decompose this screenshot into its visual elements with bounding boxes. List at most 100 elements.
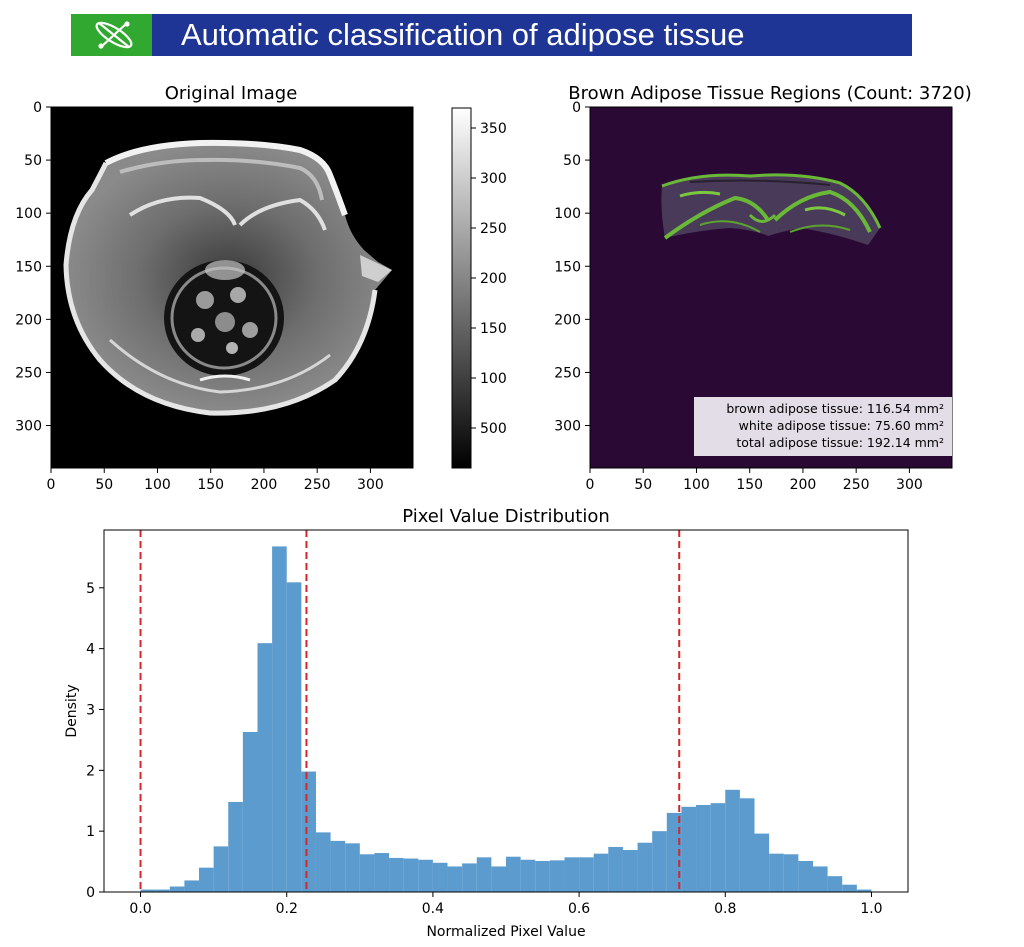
histogram-bar (286, 582, 302, 892)
regions-y-tick-label: 250 (554, 365, 581, 381)
histogram-bar (637, 842, 653, 892)
title-banner: Automatic classification of adipose tiss… (71, 14, 912, 56)
histogram-bar (666, 812, 682, 892)
regions-y-tick-label: 0 (572, 100, 581, 116)
histogram-bar (593, 853, 609, 892)
histogram-y-tick-label: 0 (86, 885, 95, 901)
page-title: Automatic classification of adipose tiss… (181, 17, 745, 52)
histogram-bar (710, 803, 726, 892)
histogram-bar (374, 853, 390, 892)
colorbar-gradient (451, 107, 472, 469)
regions-x-tick-label: 50 (634, 477, 652, 493)
histogram-bar (827, 876, 843, 892)
histogram-bar (564, 857, 580, 892)
histogram-frame (103, 529, 909, 893)
annotation-line-white: white adipose tissue: 75.60 mm² (739, 418, 944, 433)
histogram-x-tick-label: 0.4 (422, 901, 444, 917)
mri-scan-image (63, 139, 392, 416)
histogram-bar (432, 862, 448, 892)
original-y-tick-label: 200 (15, 312, 42, 328)
histogram-bar (739, 798, 755, 892)
original-image-axes: 0 50 100 150 200 250 300 0 50 100 150 200 250 300 (15, 100, 414, 493)
original-y-tick-label: 0 (33, 100, 42, 116)
segmentation-map (661, 173, 882, 245)
regions-y-tick-label: 150 (554, 259, 581, 275)
histogram-bar (579, 857, 594, 892)
histogram-bar (272, 546, 287, 892)
colorbar-tick-label: 350 (480, 121, 507, 137)
original-x-tick-label: 100 (144, 477, 171, 493)
histogram-y-tick-label: 5 (86, 581, 95, 597)
histogram-bar (301, 771, 316, 892)
histogram-bar (184, 880, 200, 892)
histogram-bar (549, 860, 565, 892)
histogram-bar (622, 850, 638, 892)
histogram-bar (140, 889, 156, 892)
original-y-tick-label: 150 (15, 259, 42, 275)
logo-badge (71, 14, 152, 56)
histogram-bar (476, 857, 492, 892)
histogram-x-tick-label: 0.8 (714, 901, 736, 917)
annotation-line-total: total adipose tissue: 192.14 mm² (736, 435, 944, 450)
histogram-bar (169, 886, 185, 892)
colorbar-tick-label: 150 (480, 321, 507, 337)
histogram-x-tick-label: 0.0 (129, 901, 151, 917)
molecule-orbit-icon (95, 21, 133, 49)
regions-x-tick-label: 150 (736, 477, 763, 493)
histogram-x-tick-label: 0.2 (276, 901, 298, 917)
histogram-bar (725, 789, 740, 892)
histogram-bar (652, 831, 667, 892)
original-x-tick-label: 200 (251, 477, 278, 493)
histogram-y-tick-label: 4 (86, 642, 95, 658)
histogram-y-tick-label: 1 (86, 824, 95, 840)
histogram-bar (856, 889, 872, 892)
original-y-tick-label: 50 (24, 153, 42, 169)
regions-y-tick-label: 50 (563, 153, 581, 169)
pixel-distribution-panel: Pixel Value Distribution 0.0 0.2 0.4 0.6 0.8… (64, 506, 909, 940)
histogram-bar (462, 863, 477, 892)
histogram-xlabel: Normalized Pixel Value (426, 924, 585, 940)
regions-x-tick-label: 250 (843, 477, 870, 493)
histogram-bar (403, 858, 419, 892)
histogram-bar (199, 867, 214, 892)
annotation-box (694, 397, 952, 456)
histogram-bar (389, 857, 404, 892)
histogram-x-tick-label: 0.6 (568, 901, 590, 917)
original-y-tick-label: 300 (15, 419, 42, 435)
original-image-title: Original Image (165, 83, 298, 104)
histogram-bar (769, 853, 784, 892)
colorbar-ticks: 350 300 250 200 150 100 500 (471, 121, 507, 437)
original-image-panel: Original Image 0 50 100 150 200 250 300 0 50 100 1… (15, 83, 414, 493)
regions-x-tick-label: 100 (683, 477, 710, 493)
histogram-bar (257, 643, 273, 892)
regions-x-tick-label: 300 (896, 477, 923, 493)
brown-adipose-panel: Brown Adipose Tissue Regions (Count: 372… (554, 83, 971, 493)
histogram-bar (798, 860, 813, 892)
histogram-bar (520, 859, 536, 892)
original-y-tick-label: 250 (15, 365, 42, 381)
threshold-lines (139, 530, 681, 892)
histogram-bar (681, 806, 697, 892)
histogram-bar (213, 846, 229, 892)
histogram-bar (418, 859, 433, 892)
regions-y-tick-label: 300 (554, 419, 581, 435)
histogram-bar (155, 889, 170, 892)
histogram-axes: 0.0 0.2 0.4 0.6 0.8 1.0 0 1 2 3 4 5 (86, 581, 883, 917)
regions-y-tick-label: 100 (554, 206, 581, 222)
histogram-bar (754, 833, 770, 892)
histogram-bar (608, 846, 623, 892)
colorbar-tick-label: 500 (480, 421, 507, 437)
original-x-tick-label: 50 (95, 477, 113, 493)
histogram-ylabel: Density (64, 684, 80, 737)
histogram-y-tick-label: 3 (86, 702, 95, 718)
original-x-tick-label: 300 (357, 477, 384, 493)
histogram-bar (535, 860, 550, 892)
tissue-area-annotation: brown adipose tissue: 116.54 mm² white a… (694, 397, 952, 456)
histogram-x-tick-label: 1.0 (860, 901, 882, 917)
histogram-bar (242, 731, 258, 892)
histogram-bar (506, 856, 521, 892)
colorbar: 350 300 250 200 150 100 500 (451, 107, 507, 469)
regions-frame (589, 106, 953, 469)
histogram-title: Pixel Value Distribution (402, 506, 610, 527)
